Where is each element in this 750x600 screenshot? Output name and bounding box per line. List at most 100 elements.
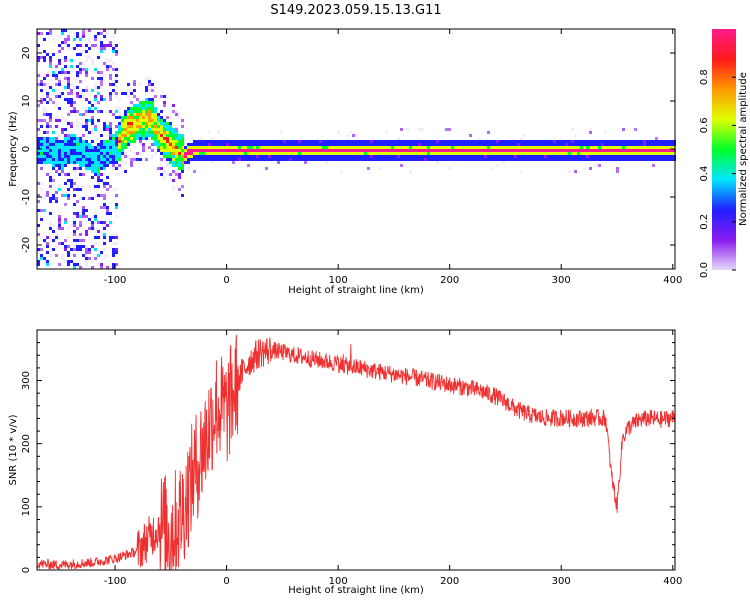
spectrogram-cell [433, 152, 436, 155]
spectrogram-cell [367, 152, 370, 155]
spectrogram-cell [76, 155, 79, 158]
spectrogram-cell [88, 227, 91, 230]
spectrogram-cell [91, 59, 94, 62]
spectrogram-cell [322, 152, 325, 155]
spectrogram-cells [37, 29, 676, 269]
spectrogram-cell [67, 251, 70, 254]
spectrogram-cell [178, 158, 181, 161]
spectrogram-cell [184, 155, 187, 158]
spectrogram-cell [124, 155, 127, 158]
spectrogram-cell [112, 221, 115, 224]
spectrogram-cell [172, 161, 175, 164]
spectrogram-cell [49, 98, 52, 101]
spectrogram-cell [388, 140, 391, 143]
spectrogram-cell [601, 143, 604, 146]
spectrogram-cell [265, 149, 268, 152]
spectrogram-cell [145, 119, 148, 122]
spectrogram-cell [103, 257, 106, 260]
spectrogram-cell [571, 149, 574, 152]
spectrogram-cell [163, 119, 166, 122]
spectrogram-cell [85, 245, 88, 248]
spectrogram-cell [166, 158, 169, 161]
spectrogram-cell [295, 143, 298, 146]
spectrogram-cell [577, 146, 580, 149]
spectrogram-cell [232, 161, 235, 164]
spectrogram-cell [607, 158, 610, 161]
spectrogram-cell [64, 248, 67, 251]
spectrogram-cell [286, 146, 289, 149]
spectrogram-cell [181, 152, 184, 155]
spectrogram-cell [451, 149, 454, 152]
spectrogram-cell [97, 182, 100, 185]
spectrogram-cell [169, 125, 172, 128]
spectrogram-cell [157, 125, 160, 128]
spectrogram-cell [607, 152, 610, 155]
spectrogram-cell [64, 143, 67, 146]
spectrogram-cell [400, 155, 403, 158]
spectrogram-cell [562, 158, 565, 161]
spectrogram-x-tick-label: 300 [552, 275, 571, 286]
spectrogram-cell [64, 74, 67, 77]
spectrogram-cell [85, 164, 88, 167]
spectrogram-cell [136, 104, 139, 107]
spectrogram-cell [574, 134, 577, 137]
spectrogram-cell [79, 80, 82, 83]
spectrogram-cell [451, 155, 454, 158]
spectrogram-cell [244, 140, 247, 143]
spectrogram-cell [58, 95, 61, 98]
spectrogram-cell [157, 116, 160, 119]
spectrogram-cell [109, 110, 112, 113]
spectrogram-cell [37, 209, 40, 212]
spectrogram-cell [40, 89, 43, 92]
spectrogram-cell [46, 173, 49, 176]
spectrogram-cell [637, 149, 640, 152]
snr-y-tick-label: 300 [21, 371, 32, 390]
spectrogram-cell [379, 143, 382, 146]
spectrogram-cell [103, 203, 106, 206]
spectrogram-cell [67, 47, 70, 50]
spectrogram-cell [196, 140, 199, 143]
spectrogram-cell [196, 149, 199, 152]
spectrogram-cell [661, 152, 664, 155]
spectrogram-cell [445, 143, 448, 146]
spectrogram-cell [352, 152, 355, 155]
spectrogram-cell [586, 140, 589, 143]
spectrogram-cell [592, 152, 595, 155]
spectrogram-cell [127, 128, 130, 131]
spectrogram-cell [85, 140, 88, 143]
spectrogram-cell [82, 62, 85, 65]
spectrogram-cell [97, 86, 100, 89]
spectrogram-cell [82, 185, 85, 188]
spectrogram-cell [139, 128, 142, 131]
spectrogram-cell [349, 149, 352, 152]
spectrogram-cell [70, 101, 73, 104]
spectrogram-cell [319, 140, 322, 143]
spectrogram-cell [220, 155, 223, 158]
spectrogram-cell [100, 194, 103, 197]
spectrogram-cell [451, 143, 454, 146]
spectrogram-cell [424, 149, 427, 152]
spectrogram-cell [112, 62, 115, 65]
spectrogram-cell [520, 143, 523, 146]
spectrogram-cell [70, 179, 73, 182]
spectrogram-cell [124, 134, 127, 137]
spectrogram-cell [541, 143, 544, 146]
spectrogram-cell [667, 152, 670, 155]
spectrogram-cell [142, 125, 145, 128]
spectrogram-cell [115, 134, 118, 137]
spectrogram-cell [535, 158, 538, 161]
spectrogram-cell [58, 146, 61, 149]
spectrogram-cell [178, 134, 181, 137]
spectrogram-cell [328, 155, 331, 158]
spectrogram-cell [442, 143, 445, 146]
spectrogram-cell [55, 125, 58, 128]
spectrogram-cell [523, 152, 526, 155]
spectrogram-cell [544, 152, 547, 155]
spectrogram-cell [577, 149, 580, 152]
spectrogram-cell [37, 233, 40, 236]
spectrogram-cell [85, 89, 88, 92]
spectrogram-cell [97, 263, 100, 266]
spectrogram-cell [178, 149, 181, 152]
spectrogram-cell [82, 35, 85, 38]
spectrogram-cell [91, 266, 94, 269]
